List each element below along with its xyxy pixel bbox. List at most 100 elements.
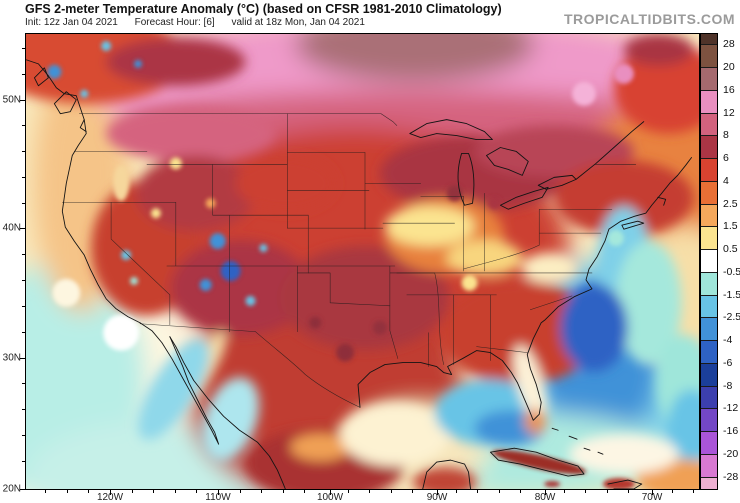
state-border-layer [62, 113, 637, 408]
lon-tick [652, 490, 653, 495]
lon-minor-tick [240, 490, 241, 493]
lon-minor-tick [628, 490, 629, 493]
colorbar-segment: -12 [701, 386, 738, 414]
lon-minor-tick [132, 490, 133, 493]
tropicaltidbits-logo: TROPICALTIDBITS.COM [563, 11, 735, 27]
colorbar-segment: -20 [701, 432, 738, 460]
lon-minor-tick [261, 490, 262, 493]
lon-minor-tick [391, 490, 392, 493]
lon-minor-tick [456, 490, 457, 493]
colorbar-segment: 8 [701, 113, 729, 141]
lon-label: 110W [205, 492, 231, 503]
colorbar-segment [701, 477, 717, 489]
colorbar-tick-label: -6 [723, 356, 733, 369]
colorbar-tick-label: -12 [723, 402, 739, 415]
colorbar-segment: 4 [701, 159, 729, 187]
lon-minor-tick [348, 490, 349, 493]
colorbar-segment: -4 [701, 318, 732, 346]
lon-minor-tick [88, 490, 89, 493]
lat-minor-tick [22, 383, 25, 384]
lon-minor-tick [672, 490, 673, 493]
colorbar-segment: 2.5 [701, 181, 738, 210]
lon-minor-tick [520, 490, 521, 493]
forecast-hour: Forecast Hour: [6] [134, 17, 215, 28]
colorbar-tick-label: -20 [723, 447, 739, 460]
colorbar-tick-label: -2.5 [723, 311, 740, 324]
colorbar-tick-label: 0.5 [723, 243, 738, 256]
colorbar-tick-label: -8 [723, 379, 733, 392]
colorbar-segment: -6 [701, 341, 732, 369]
colorbar-tick-label: 12 [723, 106, 735, 119]
lat-minor-tick [22, 48, 25, 49]
lat-minor-tick [22, 280, 25, 281]
lon-minor-tick [585, 490, 586, 493]
lon-minor-tick [564, 490, 565, 493]
lat-minor-tick [22, 254, 25, 255]
colorbar-segment: 20 [701, 45, 735, 73]
lon-minor-tick [304, 490, 305, 493]
colorbar-tick-label: -16 [723, 425, 739, 438]
colorbar-segment: 28 [701, 34, 735, 50]
lat-tick [20, 358, 25, 359]
lon-minor-tick [45, 490, 46, 493]
lon-tick [330, 490, 331, 495]
colorbar-segment: -28 [701, 454, 738, 483]
colorbar-segment: 0.5 [701, 227, 738, 255]
lat-tick [20, 100, 25, 101]
lat-minor-tick [22, 74, 25, 75]
lon-label: 90W [426, 492, 448, 503]
lon-minor-tick [369, 490, 370, 493]
colorbar-tick-label: -4 [723, 334, 733, 347]
lat-minor-tick [22, 177, 25, 178]
small-anomaly-specks [47, 40, 635, 489]
lat-minor-tick [22, 332, 25, 333]
lon-minor-tick [693, 490, 694, 493]
valid-time: valid at 18z Mon, Jan 04 2021 [231, 17, 365, 28]
lon-minor-tick [607, 490, 608, 493]
colorbar-tick-label: -1.5 [723, 288, 740, 301]
lat-tick [20, 228, 25, 229]
colorbar-tick-label: 2.5 [723, 197, 738, 210]
lon-minor-tick [153, 490, 154, 493]
colorbar-tick-label: 1.5 [723, 220, 738, 233]
init-time: Init: 12z Jan 04 2021 [25, 17, 118, 28]
lat-minor-tick [22, 461, 25, 462]
colorbar-segment: 6 [701, 136, 729, 164]
colorbar-tick-label: 16 [723, 83, 735, 96]
page-title: GFS 2-meter Temperature Anomaly (°C) (ba… [25, 2, 502, 16]
lon-tick [218, 490, 219, 495]
lat-label: 50N [2, 94, 21, 106]
colorbar-segment: -1.5 [701, 272, 740, 301]
run-info-line: Init: 12z Jan 04 2021 Forecast Hour: [6]… [25, 17, 379, 28]
colorbar-tick-label: 20 [723, 61, 735, 74]
colorbar-tick-label: 4 [723, 174, 729, 187]
lon-minor-tick [196, 490, 197, 493]
colorbar-tick-label: 28 [723, 38, 735, 51]
colorbar-segment: -16 [701, 409, 738, 437]
lon-tick [110, 490, 111, 495]
lon-label: 120W [96, 492, 124, 503]
lat-minor-tick [22, 306, 25, 307]
colorbar-segment: -2.5 [701, 295, 740, 323]
lon-minor-tick [283, 490, 284, 493]
lat-label: 20N [2, 483, 21, 495]
lon-tick [437, 490, 438, 495]
lat-label: 40N [2, 222, 21, 234]
lon-minor-tick [175, 490, 176, 493]
lat-minor-tick [22, 203, 25, 204]
colorbar-segment: -8 [701, 363, 732, 392]
lon-label: 100W [316, 492, 344, 503]
colorbar-segment: 16 [701, 68, 735, 96]
lat-minor-tick [22, 409, 25, 410]
colorbar-segment: 12 [701, 90, 735, 119]
lon-label: 80W [534, 492, 556, 503]
lon-minor-tick [412, 490, 413, 493]
colorbar-tick-label: 6 [723, 152, 729, 165]
lon-minor-tick [499, 490, 500, 493]
colorbar-segment: -0.5 [701, 250, 740, 278]
lat-minor-tick [22, 125, 25, 126]
lat-minor-tick [22, 435, 25, 436]
colorbar-tick-label: -28 [723, 470, 739, 483]
lat-tick [20, 489, 25, 490]
